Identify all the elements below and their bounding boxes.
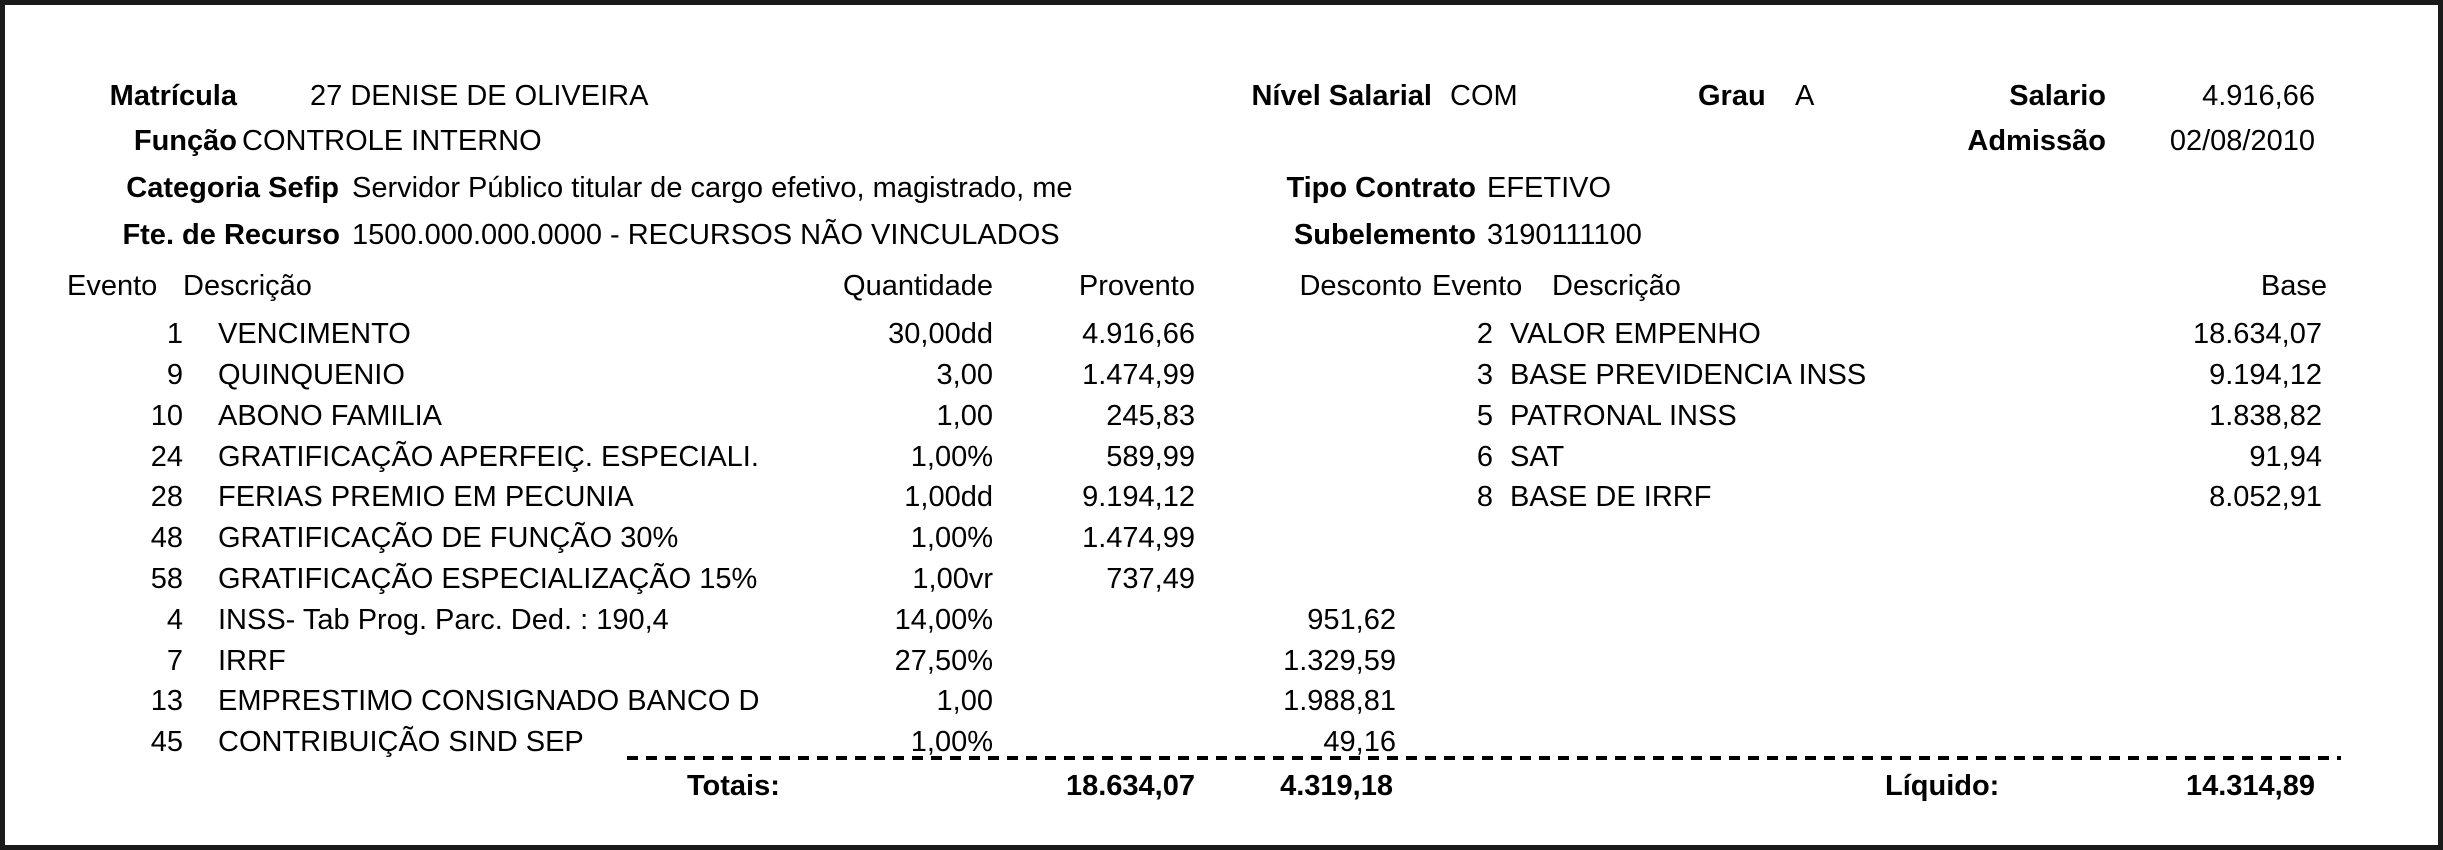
event-code-cell: 24: [150, 441, 183, 473]
event-code-cell: 2: [1476, 318, 1493, 350]
event-code-cell: 48: [150, 522, 183, 554]
earning-cell: 737,49: [1106, 563, 1195, 595]
nivel-salarial-label: Nível Salarial: [1251, 80, 1432, 112]
grau-label: Grau: [1698, 80, 1766, 112]
quantity-cell: 14,00%: [894, 604, 993, 636]
grau-value: A: [1795, 80, 1815, 112]
quantity-cell: 3,00: [936, 359, 993, 391]
subelemento-label: Subelemento: [1293, 219, 1476, 251]
event-code-cell: 28: [150, 481, 183, 513]
earning-cell: 245,83: [1106, 400, 1195, 432]
deduction-cell: 1.329,59: [1283, 645, 1396, 677]
event-code-cell: 10: [150, 400, 183, 432]
earning-cell: 1.474,99: [1082, 522, 1195, 554]
column-header-evento-2: Evento: [1432, 270, 1523, 302]
funcao-value: CONTROLE INTERNO: [242, 125, 542, 157]
event-code-cell: 6: [1476, 441, 1493, 473]
quantity-cell: 27,50%: [894, 645, 993, 677]
tipo-contrato-label: Tipo Contrato: [1286, 172, 1476, 204]
description-cell: GRATIFICAÇÃO APERFEIÇ. ESPECIALI.: [218, 441, 759, 473]
deduction-cell: 1.988,81: [1283, 685, 1396, 717]
base-cell: 9.194,12: [2209, 359, 2322, 391]
nivel-salarial-value: COM: [1450, 80, 1518, 112]
column-header-descricao-2: Descrição: [1552, 270, 1681, 302]
admissao-value: 02/08/2010: [2169, 125, 2315, 157]
categoria-sefip-value: Servidor Público titular de cargo efetiv…: [352, 172, 1073, 204]
quantity-cell: 1,00%: [910, 441, 993, 473]
subelemento-value: 3190111100: [1487, 219, 1642, 251]
description-cell: GRATIFICAÇÃO ESPECIALIZAÇÃO 15%: [218, 563, 758, 595]
matricula-value: 27 DENISE DE OLIVEIRA: [310, 80, 649, 112]
event-code-cell: 4: [166, 604, 183, 636]
totals-desconto-value: 4.319,18: [1280, 770, 1393, 802]
liquido-label: Líquido:: [1885, 770, 2000, 802]
salario-label: Salario: [2009, 80, 2106, 112]
description-cell: EMPRESTIMO CONSIGNADO BANCO D: [218, 685, 760, 717]
event-code-cell: 1: [166, 318, 183, 350]
quantity-cell: 1,00dd: [904, 481, 993, 513]
admissao-label: Admissão: [1967, 125, 2106, 157]
quantity-cell: 1,00vr: [912, 563, 993, 595]
salario-value: 4.916,66: [2202, 80, 2315, 112]
description-cell: PATRONAL INSS: [1510, 400, 1737, 432]
column-header-provento: Provento: [1078, 270, 1195, 302]
column-header-base: Base: [2260, 270, 2327, 302]
base-cell: 8.052,91: [2209, 481, 2322, 513]
matricula-label: Matrícula: [109, 80, 237, 112]
event-code-cell: 8: [1476, 481, 1493, 513]
description-cell: INSS- Tab Prog. Parc. Ded. : 190,4: [218, 604, 669, 636]
earning-cell: 9.194,12: [1082, 481, 1195, 513]
liquido-value: 14.314,89: [2185, 770, 2315, 802]
description-cell: CONTRIBUIÇÃO SIND SEP: [218, 726, 584, 758]
quantity-cell: 1,00%: [910, 726, 993, 758]
funcao-label: Função: [133, 125, 237, 157]
earning-cell: 4.916,66: [1082, 318, 1195, 350]
description-cell: GRATIFICAÇÃO DE FUNÇÃO 30%: [218, 522, 679, 554]
earning-cell: 1.474,99: [1082, 359, 1195, 391]
description-cell: BASE DE IRRF: [1510, 481, 1712, 513]
event-code-cell: 5: [1476, 400, 1493, 432]
event-code-cell: 58: [150, 563, 183, 595]
totals-divider: [627, 756, 2341, 760]
description-cell: VALOR EMPENHO: [1510, 318, 1761, 350]
description-cell: SAT: [1510, 441, 1565, 473]
quantity-cell: 1,00: [936, 400, 993, 432]
totals-provento-value: 18.634,07: [1065, 770, 1195, 802]
description-cell: FERIAS PREMIO EM PECUNIA: [218, 481, 634, 513]
description-cell: VENCIMENTO: [218, 318, 411, 350]
fte-recurso-label: Fte. de Recurso: [122, 219, 340, 251]
event-code-cell: 45: [150, 726, 183, 758]
fte-recurso-value: 1500.000.000.0000 - RECURSOS NÃO VINCULA…: [352, 219, 1060, 251]
quantity-cell: 1,00%: [910, 522, 993, 554]
description-cell: BASE PREVIDENCIA INSS: [1510, 359, 1867, 391]
event-code-cell: 7: [166, 645, 183, 677]
event-code-cell: 3: [1476, 359, 1493, 391]
deduction-cell: 49,16: [1323, 726, 1396, 758]
description-cell: QUINQUENIO: [218, 359, 405, 391]
column-header-desconto: Desconto: [1299, 270, 1422, 302]
quantity-cell: 1,00: [936, 685, 993, 717]
column-header-descricao: Descrição: [183, 270, 312, 302]
description-cell: ABONO FAMILIA: [218, 400, 442, 432]
base-cell: 1.838,82: [2209, 400, 2322, 432]
base-cell: 91,94: [2249, 441, 2322, 473]
deduction-cell: 951,62: [1307, 604, 1396, 636]
event-code-cell: 13: [150, 685, 183, 717]
earning-cell: 589,99: [1106, 441, 1195, 473]
description-cell: IRRF: [218, 645, 286, 677]
base-cell: 18.634,07: [2192, 318, 2322, 350]
tipo-contrato-value: EFETIVO: [1487, 172, 1612, 204]
event-code-cell: 9: [166, 359, 183, 391]
column-header-evento: Evento: [67, 270, 158, 302]
totals-label: Totais:: [687, 770, 780, 802]
categoria-sefip-label: Categoria Sefip: [126, 172, 339, 204]
column-header-quantidade: Quantidade: [843, 270, 993, 302]
quantity-cell: 30,00dd: [888, 318, 993, 350]
